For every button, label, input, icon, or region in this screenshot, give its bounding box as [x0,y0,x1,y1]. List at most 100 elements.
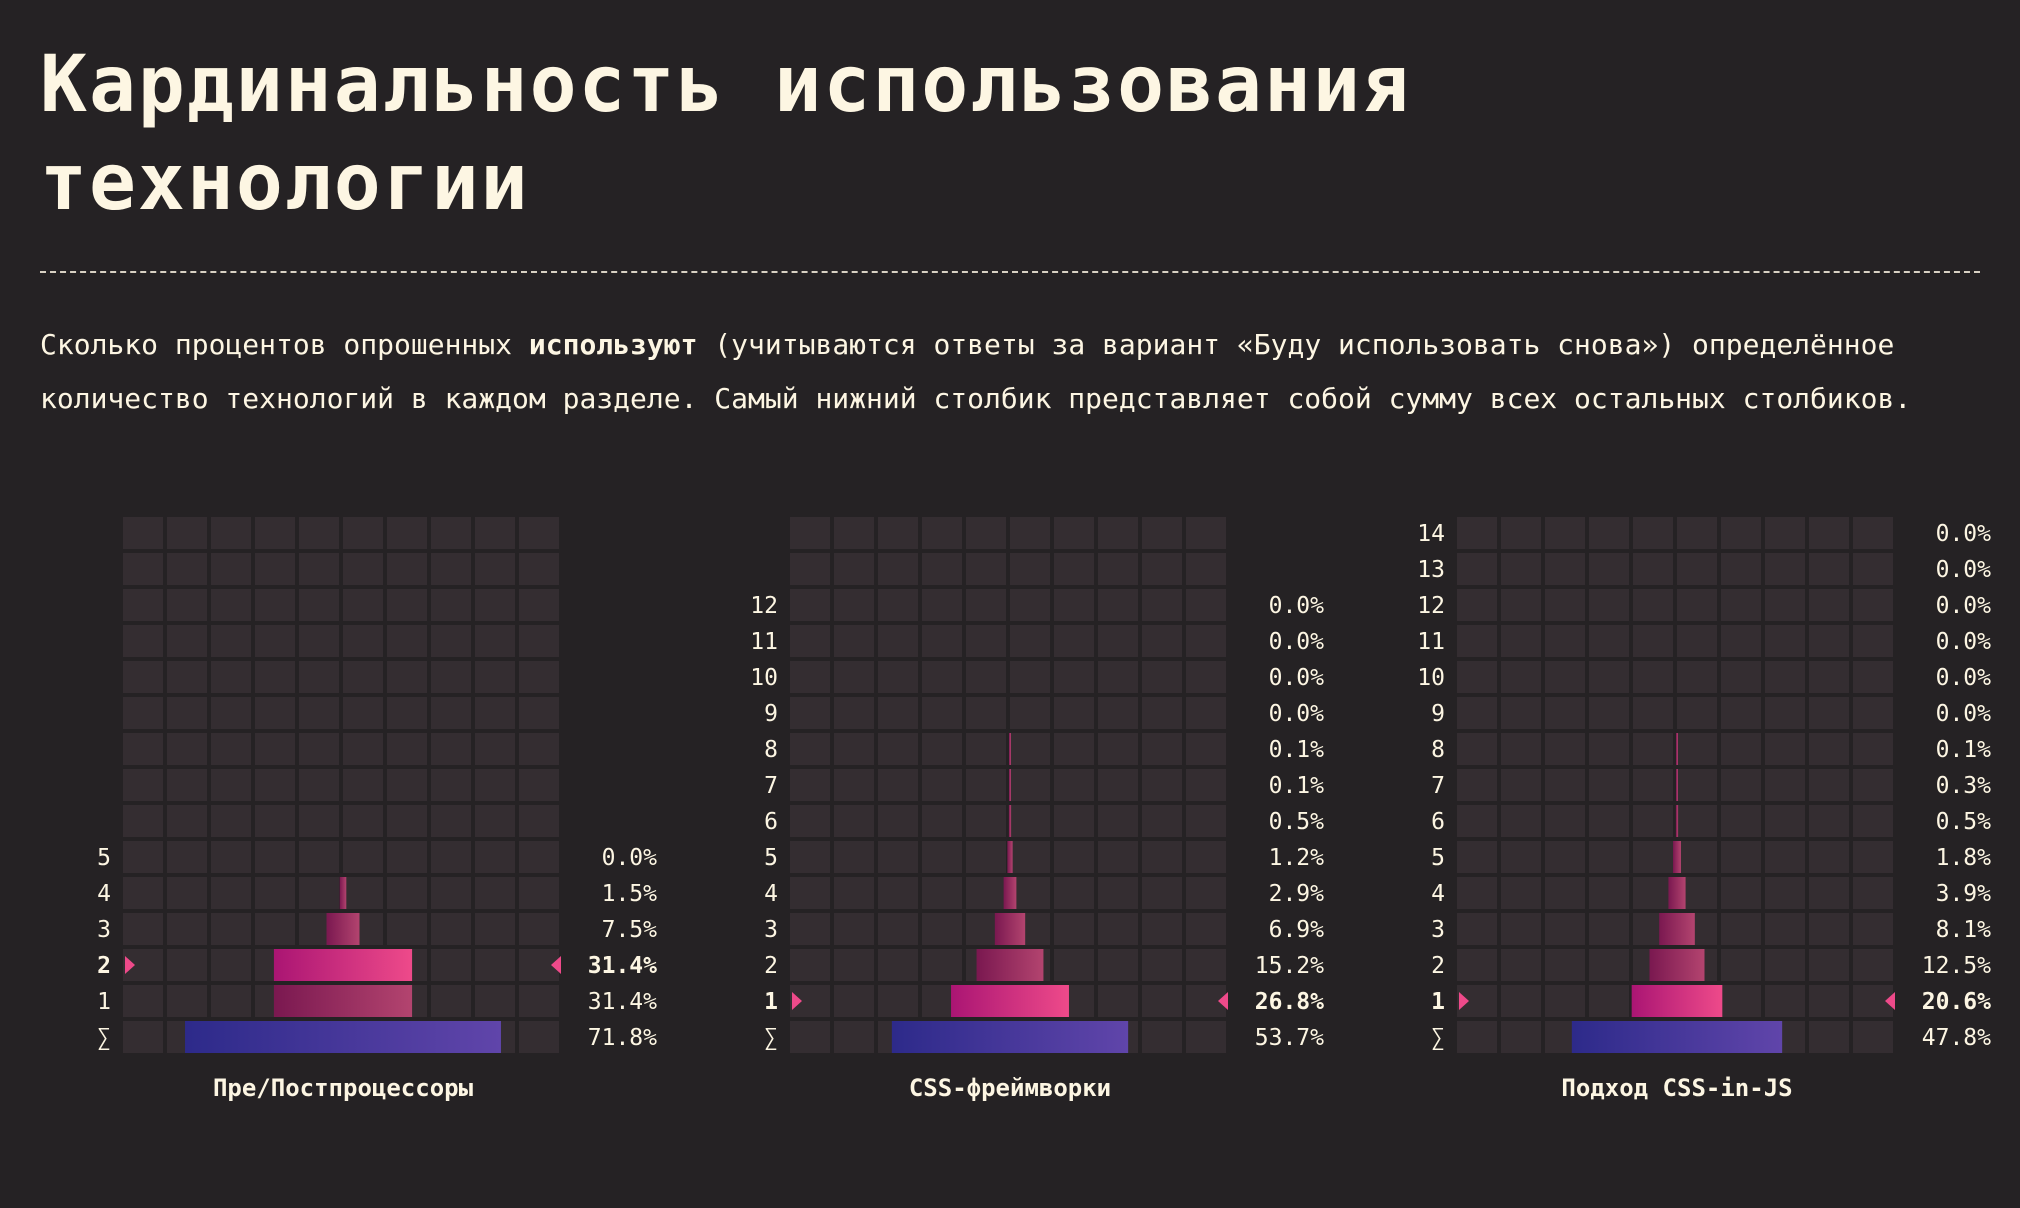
grid-cell [1501,625,1541,657]
grid-cell [878,805,918,837]
grid-cell [790,553,830,585]
grid-cell [299,625,339,657]
grid-cell [1142,913,1182,945]
grid-cell [1765,949,1805,981]
grid-cell [167,841,207,873]
grid-cell [790,805,830,837]
grid-cell [475,733,515,765]
grid-cell [255,841,295,873]
data-bar [1673,841,1681,873]
grid-cell [922,769,962,801]
grid-cell [1186,661,1226,693]
grid-cell [1501,841,1541,873]
data-bar [976,949,1044,981]
grid-cell [1633,553,1673,585]
highlight-marker-right-icon [1885,992,1895,1010]
grid-cell [1633,841,1673,873]
grid-cell [1809,841,1849,873]
grid-cell [1142,841,1182,873]
grid-cell [1054,661,1094,693]
grid-cell [299,517,339,549]
grid-cell [1809,985,1849,1017]
grid-cell [211,769,251,801]
grid-cell [343,841,383,873]
grid-cell [255,589,295,621]
grid-cell [1010,661,1050,693]
grid-cell [966,877,1006,909]
grid-cell [834,1021,874,1053]
grid-cell [1589,985,1629,1017]
value-label: 20.6% [1922,989,1991,1015]
row-label: 5 [764,845,778,871]
highlight-marker-left-icon [1459,992,1469,1010]
grid-cell [834,589,874,621]
grid-cell [167,661,207,693]
grid-cell [790,625,830,657]
data-bar [1003,877,1017,909]
grid-cell [211,985,251,1017]
sum-bar [185,1021,501,1053]
grid-cell [475,625,515,657]
grid-cell [255,517,295,549]
grid-cell [343,661,383,693]
grid-cell [519,805,559,837]
grid-cell [834,733,874,765]
grid-cell [1545,661,1585,693]
sum-bar [1571,1021,1783,1053]
grid-cell [922,553,962,585]
grid-cell [167,733,207,765]
grid-cell [1765,877,1805,909]
grid-cell [1853,553,1893,585]
value-label: 8.1% [1936,917,1992,943]
grid-cell [1142,697,1182,729]
grid-cell [1186,949,1226,981]
grid-cell [834,877,874,909]
dashed-divider [40,271,1980,273]
grid-cell [1809,517,1849,549]
grid-cell [431,841,471,873]
grid-cell [211,805,251,837]
grid-cell [1677,661,1717,693]
grid-cell [299,769,339,801]
grid-cell [878,733,918,765]
value-label: 0.1% [1269,737,1325,763]
grid-cell [387,553,427,585]
grid-cell [1853,517,1893,549]
grid-cell [299,553,339,585]
grid-cell [1765,913,1805,945]
grid-cell [1765,625,1805,657]
grid-cell [1142,1021,1182,1053]
grid-cell [1457,1021,1497,1053]
grid-cell [1589,697,1629,729]
grid-cell [1765,841,1805,873]
grid-cell [387,589,427,621]
grid-cell [1010,877,1050,909]
sum-label: ∑ [764,1025,778,1051]
grid-cell [475,517,515,549]
grid-cell [1054,841,1094,873]
data-bar [273,949,413,981]
grid-cell [790,589,830,621]
grid-cell [1809,769,1849,801]
row-label: 1 [764,989,778,1015]
grid-cell [1809,913,1849,945]
row-label: 7 [1431,773,1445,799]
grid-cell [431,553,471,585]
grid-cell [1457,733,1497,765]
data-bar [1631,985,1723,1017]
grid-cell [922,697,962,729]
grid-cell [922,589,962,621]
description-emphasis: используют [528,328,698,361]
grid-cell [1457,913,1497,945]
value-label: 0.0% [1936,629,1992,655]
grid-cell [123,661,163,693]
grid-cell [299,661,339,693]
grid-cell [167,985,207,1017]
value-label: 0.0% [1269,701,1325,727]
grid-cell [255,733,295,765]
grid-cell [1721,625,1761,657]
grid-cell [966,661,1006,693]
grid-cell [966,841,1006,873]
grid-cell [387,913,427,945]
